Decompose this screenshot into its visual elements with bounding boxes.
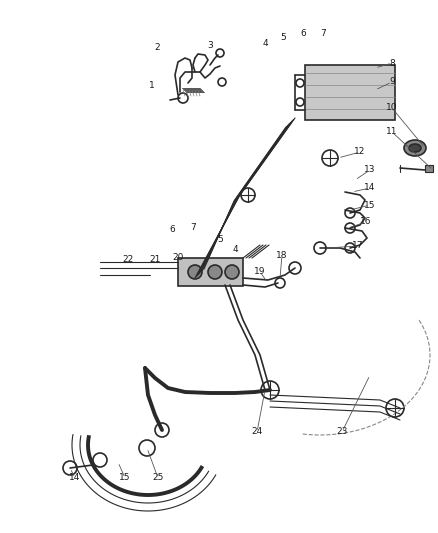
Text: 3: 3 — [207, 41, 213, 50]
Text: 6: 6 — [169, 225, 175, 235]
Bar — [305, 65, 395, 120]
Text: 5: 5 — [280, 34, 286, 43]
Text: 19: 19 — [254, 268, 266, 277]
Text: 11: 11 — [386, 127, 398, 136]
Text: 20: 20 — [172, 254, 184, 262]
Text: 5: 5 — [217, 236, 223, 245]
Text: 18: 18 — [276, 251, 288, 260]
Text: 17: 17 — [352, 241, 364, 251]
Text: 16: 16 — [360, 217, 372, 227]
Circle shape — [225, 265, 239, 279]
Text: 7: 7 — [320, 29, 326, 38]
Text: 4: 4 — [232, 246, 238, 254]
Circle shape — [208, 265, 222, 279]
Text: 22: 22 — [122, 255, 134, 264]
Text: 1: 1 — [149, 80, 155, 90]
Text: 24: 24 — [251, 427, 263, 437]
Text: 14: 14 — [364, 183, 376, 192]
Text: 25: 25 — [152, 473, 164, 482]
Text: 2: 2 — [154, 44, 160, 52]
Ellipse shape — [404, 140, 426, 156]
Text: 13: 13 — [364, 166, 376, 174]
Text: 6: 6 — [300, 29, 306, 38]
Text: 4: 4 — [262, 38, 268, 47]
Ellipse shape — [409, 144, 421, 152]
Text: 9: 9 — [389, 77, 395, 86]
Text: 8: 8 — [389, 59, 395, 68]
Bar — [178, 258, 243, 286]
Circle shape — [188, 265, 202, 279]
Text: 21: 21 — [149, 255, 161, 264]
Text: 10: 10 — [386, 103, 398, 112]
Text: 23: 23 — [336, 427, 348, 437]
Text: 15: 15 — [119, 473, 131, 482]
Bar — [425, 165, 433, 172]
Text: 15: 15 — [364, 200, 376, 209]
Text: 14: 14 — [69, 473, 81, 482]
Text: 7: 7 — [190, 223, 196, 232]
Text: 12: 12 — [354, 148, 366, 157]
